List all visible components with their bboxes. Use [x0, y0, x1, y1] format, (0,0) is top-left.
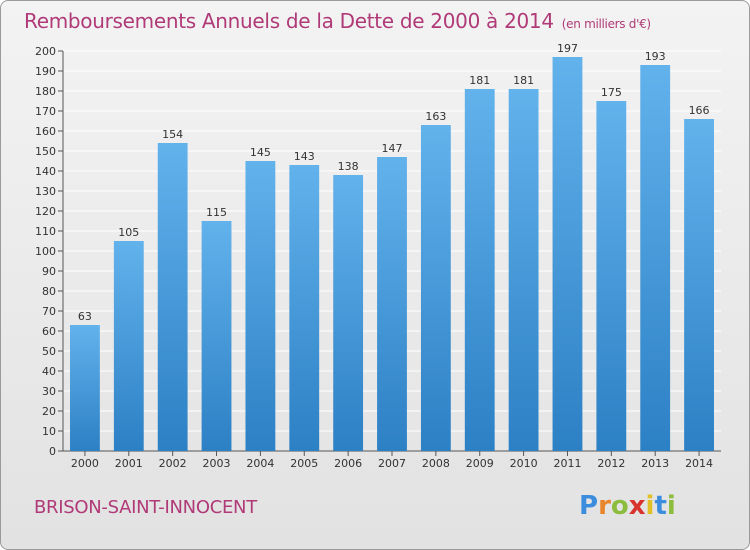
x-tick-label: 2004 [246, 457, 274, 470]
y-tick-label: 100 [35, 245, 56, 258]
bar [333, 175, 364, 451]
data-label: 197 [557, 42, 578, 55]
y-tick-label: 190 [35, 65, 56, 78]
bar [552, 57, 583, 451]
data-label: 154 [162, 128, 183, 141]
y-tick-label: 10 [42, 425, 56, 438]
x-tick-label: 2006 [334, 457, 362, 470]
chart-unit: (en milliers d'€) [561, 17, 651, 31]
logo-letter: o [610, 491, 629, 521]
data-label: 115 [206, 206, 227, 219]
y-tick-label: 110 [35, 225, 56, 238]
data-label: 175 [601, 86, 622, 99]
y-tick-label: 130 [35, 185, 56, 198]
data-label: 181 [469, 74, 490, 87]
y-tick-label: 50 [42, 345, 56, 358]
logo-letter: r [598, 491, 611, 521]
data-label: 145 [250, 146, 271, 159]
y-tick-label: 20 [42, 405, 56, 418]
logo-letter: i [645, 491, 655, 521]
proxiti-logo: Proxiti [579, 491, 676, 521]
bar [157, 143, 188, 451]
bar [245, 161, 276, 451]
data-label: 147 [382, 142, 403, 155]
x-tick-label: 2011 [553, 457, 581, 470]
data-label: 63 [78, 310, 92, 323]
bar [684, 119, 714, 451]
x-tick-label: 2000 [71, 457, 99, 470]
y-tick-label: 180 [35, 85, 56, 98]
town-name: BRISON-SAINT-INNOCENT [34, 497, 257, 518]
data-label: 166 [689, 104, 710, 117]
x-tick-label: 2005 [290, 457, 318, 470]
bar [201, 221, 232, 451]
x-tick-label: 2009 [466, 457, 494, 470]
y-tick-label: 160 [35, 125, 56, 138]
bar [464, 89, 495, 451]
chart-title-text: Remboursements Annuels de la Dette de 20… [24, 9, 554, 33]
bar [596, 101, 627, 451]
y-tick-label: 140 [35, 165, 56, 178]
chart-title: Remboursements Annuels de la Dette de 20… [24, 9, 651, 33]
x-tick-label: 2010 [510, 457, 538, 470]
data-label: 143 [294, 150, 315, 163]
x-tick-label: 2003 [203, 457, 231, 470]
bar [420, 125, 451, 451]
logo-letter: P [579, 491, 599, 521]
x-tick-label: 2008 [422, 457, 450, 470]
bar [377, 157, 407, 451]
logo-letter: t [654, 491, 667, 521]
y-tick-label: 150 [35, 145, 56, 158]
x-tick-label: 2001 [115, 457, 143, 470]
bar [70, 325, 100, 451]
y-tick-label: 40 [42, 365, 56, 378]
data-label: 193 [645, 50, 666, 63]
y-tick-label: 170 [35, 105, 56, 118]
y-tick-label: 200 [35, 45, 56, 58]
y-tick-label: 80 [42, 285, 56, 298]
y-tick-label: 60 [42, 325, 56, 338]
bar [640, 65, 671, 451]
x-tick-label: 2013 [641, 457, 669, 470]
data-label: 163 [425, 110, 446, 123]
logo-letter: i [666, 491, 676, 521]
x-tick-label: 2002 [159, 457, 187, 470]
y-tick-label: 70 [42, 305, 56, 318]
bar [113, 241, 144, 451]
data-label: 138 [338, 160, 359, 173]
bar [508, 89, 539, 451]
y-tick-label: 90 [42, 265, 56, 278]
y-tick-label: 120 [35, 205, 56, 218]
logo-letter: x [628, 491, 646, 521]
bar [289, 165, 320, 451]
x-tick-label: 2014 [685, 457, 713, 470]
data-label: 181 [513, 74, 534, 87]
y-tick-label: 0 [49, 445, 56, 458]
x-tick-label: 2007 [378, 457, 406, 470]
x-tick-label: 2012 [597, 457, 625, 470]
data-label: 105 [118, 226, 139, 239]
y-tick-label: 30 [42, 385, 56, 398]
